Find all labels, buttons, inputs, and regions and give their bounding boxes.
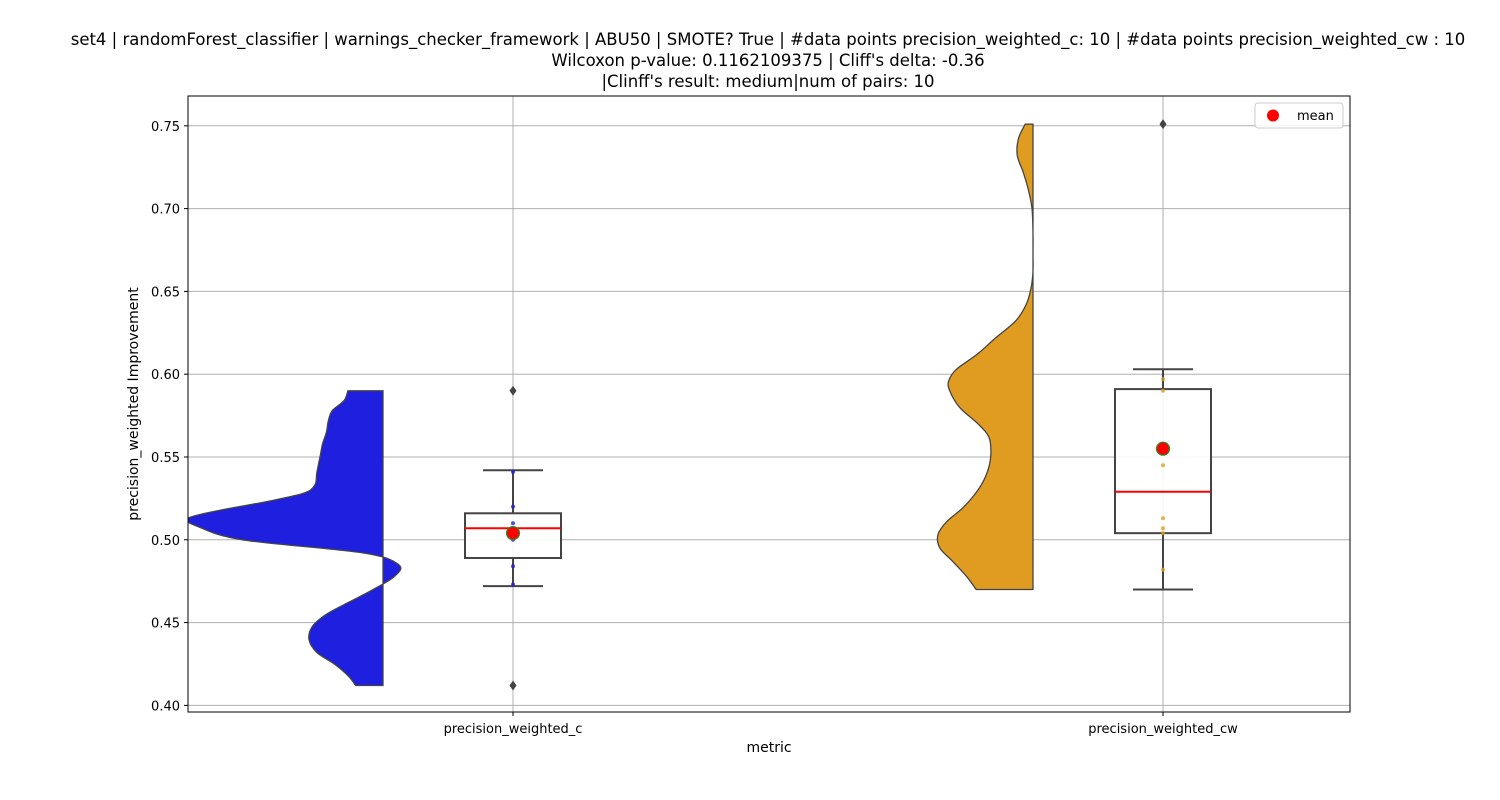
legend-frame (1254, 102, 1344, 129)
data-point (1161, 516, 1165, 521)
x-tick-label: precision_weighted_c (444, 722, 583, 737)
y-tick-label: 0.65 (151, 285, 180, 300)
data-point (511, 521, 515, 526)
data-point (511, 504, 515, 509)
x-axis-label: metric (746, 740, 791, 756)
boxplots (464, 368, 1212, 591)
mean-marker (505, 526, 521, 541)
y-tick-label: 0.45 (151, 617, 180, 632)
x-tick-label: precision_weighted_cw (1088, 722, 1238, 737)
y-axis-label: precision_weighted Improvement (126, 287, 142, 521)
data-point (511, 564, 515, 569)
data-point (1161, 463, 1165, 468)
chart-title-line-3: |Clinff's result: medium|num of pairs: 1… (601, 72, 935, 91)
outlier-marker (1159, 119, 1167, 130)
data-point (1161, 526, 1165, 531)
data-point (1161, 531, 1165, 536)
x-axis-ticks: precision_weighted_c precision_weighted_c… (444, 712, 1238, 737)
y-tick-label: 0.40 (151, 699, 180, 714)
data-point (1161, 377, 1165, 382)
data-points (505, 119, 1171, 691)
data-point (511, 469, 515, 474)
y-tick-label: 0.70 (151, 203, 180, 218)
y-tick-label: 0.50 (151, 534, 180, 549)
outlier-marker (509, 385, 517, 396)
y-tick-label: 0.60 (151, 368, 180, 383)
violin-precision_weighted_cw (936, 123, 1034, 591)
violin-precision_weighted_c (188, 390, 402, 687)
outlier-marker (509, 680, 517, 691)
data-point (511, 582, 515, 587)
plot-area-frame (187, 95, 1351, 713)
mean-marker (1155, 441, 1171, 456)
y-tick-label: 0.55 (151, 451, 180, 466)
legend: mean (1254, 102, 1344, 129)
grid (188, 96, 1350, 712)
y-tick-label: 0.75 (151, 120, 180, 135)
legend-mean-label: mean (1297, 109, 1334, 124)
legend-mean-marker (1267, 109, 1279, 122)
chart-title-line-2: Wilcoxon p-value: 0.1162109375 | Cliff's… (551, 51, 985, 70)
chart-title-line-1: set4 | randomForest_classifier | warning… (70, 30, 1466, 49)
y-axis-ticks: 0.40 0.45 0.50 0.55 0.60 0.65 0.70 0.75 (151, 120, 188, 714)
violins (188, 123, 1034, 687)
data-point (1161, 388, 1165, 393)
data-point (1161, 567, 1165, 572)
box-precision_weighted_cw (1114, 388, 1212, 535)
